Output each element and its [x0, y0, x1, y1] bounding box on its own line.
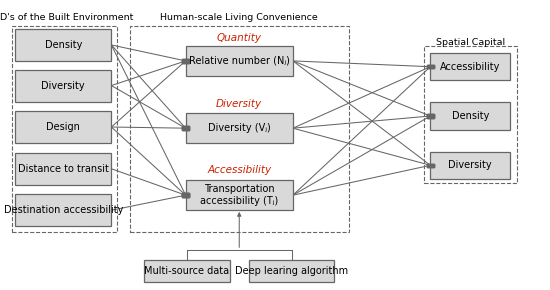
- FancyBboxPatch shape: [15, 153, 111, 185]
- Polygon shape: [427, 65, 433, 68]
- Text: Density: Density: [45, 40, 82, 50]
- FancyBboxPatch shape: [186, 180, 293, 211]
- FancyBboxPatch shape: [15, 111, 111, 143]
- FancyBboxPatch shape: [249, 260, 334, 282]
- FancyBboxPatch shape: [144, 260, 230, 282]
- Polygon shape: [183, 126, 189, 130]
- Polygon shape: [427, 65, 433, 68]
- Text: Transportation
accessibility (Tⱼ): Transportation accessibility (Tⱼ): [200, 184, 278, 206]
- FancyBboxPatch shape: [15, 70, 111, 101]
- Polygon shape: [427, 114, 433, 118]
- Text: Accessibility: Accessibility: [207, 165, 271, 175]
- FancyBboxPatch shape: [430, 102, 510, 130]
- Text: Diversity: Diversity: [216, 99, 262, 109]
- Text: Diversity (Vⱼ): Diversity (Vⱼ): [208, 123, 271, 133]
- Polygon shape: [427, 164, 433, 167]
- Text: Quantity: Quantity: [217, 33, 262, 43]
- Polygon shape: [427, 164, 433, 167]
- FancyBboxPatch shape: [15, 194, 111, 226]
- FancyBboxPatch shape: [186, 113, 293, 143]
- Polygon shape: [183, 193, 189, 197]
- Polygon shape: [427, 164, 433, 167]
- Text: Accessibility: Accessibility: [440, 62, 500, 72]
- Text: Diversity: Diversity: [41, 81, 85, 90]
- Text: Destination accessibility: Destination accessibility: [3, 205, 123, 215]
- Polygon shape: [183, 126, 189, 130]
- Polygon shape: [427, 114, 433, 118]
- FancyBboxPatch shape: [430, 53, 510, 80]
- Text: Density: Density: [452, 111, 489, 121]
- Polygon shape: [427, 65, 433, 68]
- Text: Human-scale Living Convenience: Human-scale Living Convenience: [161, 13, 318, 22]
- Polygon shape: [183, 193, 189, 197]
- Text: 5D's of the Built Environment: 5D's of the Built Environment: [0, 13, 133, 22]
- Polygon shape: [183, 59, 189, 63]
- FancyBboxPatch shape: [430, 151, 510, 179]
- FancyBboxPatch shape: [15, 29, 111, 61]
- Polygon shape: [183, 59, 189, 63]
- Text: Distance to transit: Distance to transit: [18, 164, 109, 174]
- FancyBboxPatch shape: [186, 46, 293, 76]
- Polygon shape: [427, 114, 433, 118]
- Text: Deep learing algorithm: Deep learing algorithm: [235, 266, 348, 276]
- Text: Design: Design: [46, 122, 80, 132]
- Polygon shape: [183, 59, 189, 63]
- Text: Diversity: Diversity: [448, 160, 492, 170]
- Polygon shape: [183, 193, 189, 197]
- Polygon shape: [183, 126, 189, 130]
- Text: Spatial Capital: Spatial Capital: [436, 38, 505, 47]
- Polygon shape: [183, 193, 189, 197]
- Text: Multi-source data: Multi-source data: [145, 266, 229, 276]
- Text: Relative number (Nⱼ): Relative number (Nⱼ): [189, 56, 290, 66]
